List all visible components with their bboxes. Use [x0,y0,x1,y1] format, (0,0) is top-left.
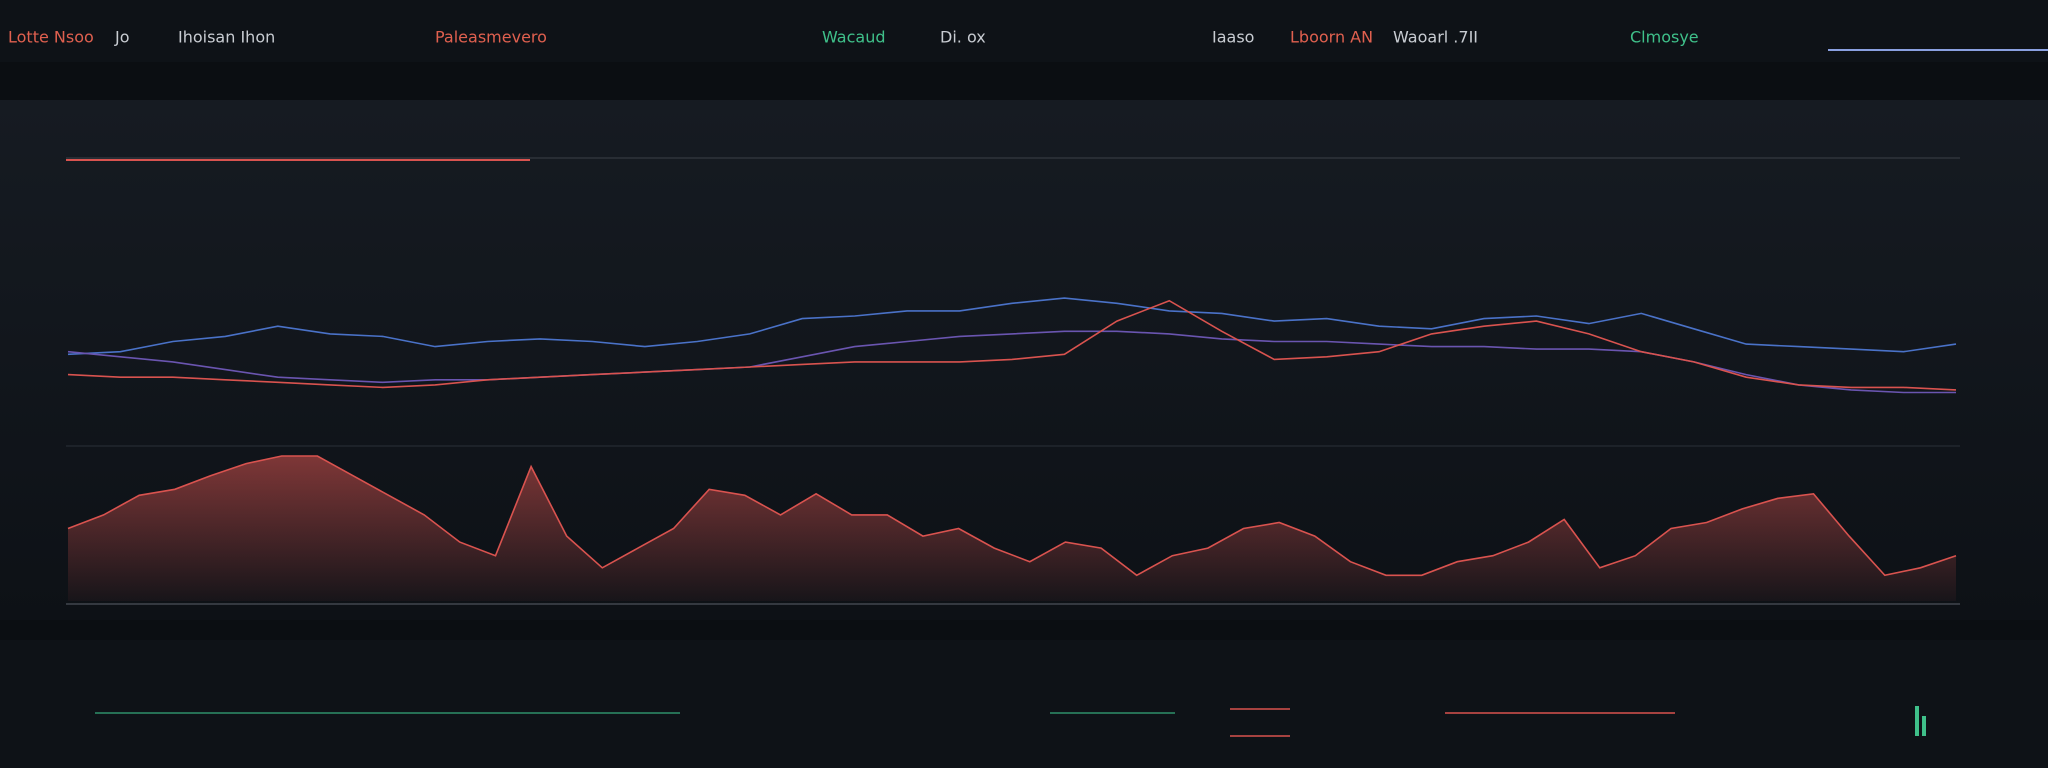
header-label: Ihoisan Ihon [178,28,275,47]
header-label: Di. ox [940,28,986,47]
header-label: Paleasmevero [435,28,547,47]
bottom-panel [0,640,2048,768]
header-label: Waoarl .7II [1393,28,1478,47]
header-label: Lotte Nsoo [8,28,94,47]
header-label: Lboorn AN [1290,28,1373,47]
header-label: Wacaud [822,28,886,47]
mini-bar [1922,716,1926,736]
series-line [67,299,1957,391]
area-line [67,455,1957,577]
header-label: Clmosye [1630,28,1699,47]
header-label: Iaaso [1212,28,1254,47]
top-bar [0,0,2048,62]
header-label: Jo [114,28,130,47]
mini-bar [1915,706,1919,736]
area-fill [68,456,1956,601]
series-line [67,297,1957,356]
